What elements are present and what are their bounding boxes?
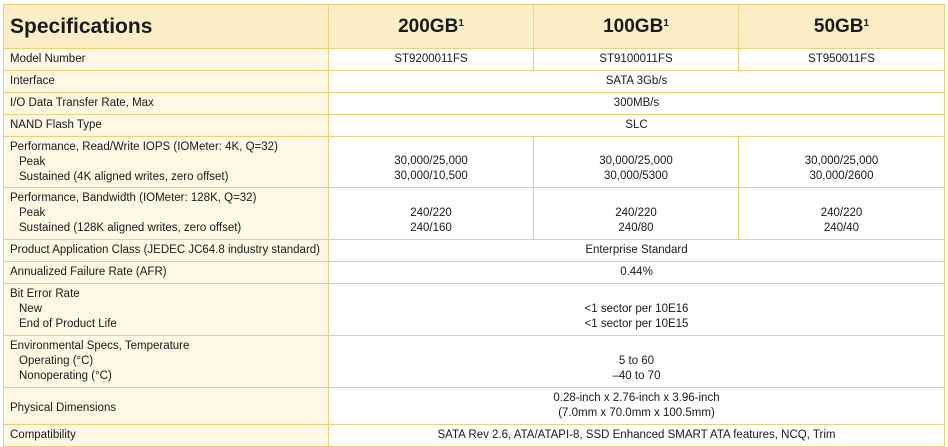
spec-label: Model Number xyxy=(3,48,329,71)
dimensions-mm: (7.0mm x 70.0mm x 100.5mm) xyxy=(558,407,715,419)
row-bit-error-rate: Bit Error Rate New End of Product Life <… xyxy=(3,283,945,336)
model-50gb: ST950011FS xyxy=(738,48,945,71)
bandwidth-200gb: 240/220 240/160 xyxy=(328,187,534,240)
bit-error-rate-values: <1 sector per 10E16 <1 sector per 10E15 xyxy=(328,283,945,336)
iops-peak: 30,000/25,000 xyxy=(394,155,468,167)
spec-label: NAND Flash Type xyxy=(3,114,329,137)
temp-operating: 5 to 60 xyxy=(618,354,655,367)
spec-label: I/O Data Transfer Rate, Max xyxy=(3,92,329,115)
bandwidth-sustained: 240/80 xyxy=(618,221,654,234)
row-model-number: Model Number ST9200011FS ST9100011FS ST9… xyxy=(3,48,945,71)
ber-end-of-life: <1 sector per 10E15 xyxy=(584,317,689,330)
header-row: Specifications 200GB1 100GB1 50GB1 xyxy=(3,4,945,49)
dimensions-inches: 0.28-inch x 2.76-inch x 3.96-inch xyxy=(553,392,720,404)
spec-label: Compatibility xyxy=(3,424,329,447)
spec-sublabel-sustained: Sustained (128K aligned writes, zero off… xyxy=(19,222,242,234)
row-bandwidth: Performance, Bandwidth (IOMeter: 128K, Q… xyxy=(3,187,945,240)
spec-label-group: Performance, Read/Write IOPS (IOMeter: 4… xyxy=(3,136,329,188)
spec-label-group: Environmental Specs, Temperature Operati… xyxy=(3,335,329,388)
bandwidth-sustained: 240/160 xyxy=(410,221,452,234)
footnote-marker: 1 xyxy=(863,18,870,29)
footnote-marker: 1 xyxy=(663,18,669,29)
nand-value: SLC xyxy=(328,114,945,137)
iops-sustained: 30,000/10,500 xyxy=(394,170,468,182)
row-compatibility: Compatibility SATA Rev 2.6, ATA/ATAPI-8,… xyxy=(3,424,945,447)
row-physical-dimensions: Physical Dimensions 0.28-inch x 2.76-inc… xyxy=(3,387,945,425)
iops-sustained: 30,000/2600 xyxy=(809,170,874,182)
interface-value: SATA 3Gb/s xyxy=(328,70,945,93)
bandwidth-50gb: 240/220 240/40 xyxy=(738,187,945,240)
compatibility-value: SATA Rev 2.6, ATA/ATAPI-8, SSD Enhanced … xyxy=(328,424,945,447)
spec-sublabel-peak: Peak xyxy=(19,207,46,219)
spec-label: Environmental Specs, Temperature xyxy=(10,340,190,352)
spec-label: Bit Error Rate xyxy=(10,288,80,300)
spec-label: Performance, Read/Write IOPS (IOMeter: 4… xyxy=(10,140,278,153)
spec-label: Product Application Class (JEDEC JC64.8 … xyxy=(3,239,329,262)
temperature-values: 5 to 60 –40 to 70 xyxy=(328,335,945,388)
spec-label-group: Performance, Bandwidth (IOMeter: 128K, Q… xyxy=(3,187,329,240)
table-title: Specifications xyxy=(3,4,329,49)
spec-sublabel-sustained: Sustained (4K aligned writes, zero offse… xyxy=(19,170,229,183)
temp-nonoperating: –40 to 70 xyxy=(612,369,661,382)
bandwidth-peak: 240/220 xyxy=(410,206,452,219)
row-iops: Performance, Read/Write IOPS (IOMeter: 4… xyxy=(3,136,945,188)
row-nand-type: NAND Flash Type SLC xyxy=(3,114,945,137)
model-100gb: ST9100011FS xyxy=(533,48,739,71)
bandwidth-peak: 240/220 xyxy=(820,206,863,219)
bandwidth-peak: 240/220 xyxy=(615,206,657,219)
iops-50gb: 30,000/25,000 30,000/2600 xyxy=(738,136,945,188)
capacity-100gb-header: 100GB1 xyxy=(533,4,739,49)
row-temperature: Environmental Specs, Temperature Operati… xyxy=(3,335,945,388)
spec-sublabel-nonoperating: Nonoperating (°C) xyxy=(19,370,112,382)
spec-label: Performance, Bandwidth (IOMeter: 128K, Q… xyxy=(10,192,257,204)
spec-sublabel-operating: Operating (°C) xyxy=(19,355,94,367)
ber-new: <1 sector per 10E16 xyxy=(584,302,689,315)
row-io-transfer-rate: I/O Data Transfer Rate, Max 300MB/s xyxy=(3,92,945,115)
spec-sublabel-peak: Peak xyxy=(19,155,46,168)
iops-peak: 30,000/25,000 xyxy=(599,155,673,167)
dimensions-values: 0.28-inch x 2.76-inch x 3.96-inch (7.0mm … xyxy=(328,387,945,425)
spec-sublabel-eol: End of Product Life xyxy=(19,318,117,330)
iops-100gb: 30,000/25,000 30,000/5300 xyxy=(533,136,739,188)
bandwidth-sustained: 240/40 xyxy=(823,221,860,234)
afr-value: 0.44% xyxy=(328,261,945,284)
application-class-value: Enterprise Standard xyxy=(328,239,945,262)
specifications-table: Specifications 200GB1 100GB1 50GB1 Model… xyxy=(3,4,945,447)
row-application-class: Product Application Class (JEDEC JC64.8 … xyxy=(3,239,945,262)
row-afr: Annualized Failure Rate (AFR) 0.44% xyxy=(3,261,945,284)
bandwidth-100gb: 240/220 240/80 xyxy=(533,187,739,240)
spec-label: Physical Dimensions xyxy=(3,387,329,425)
row-interface: Interface SATA 3Gb/s xyxy=(3,70,945,93)
iops-sustained: 30,000/5300 xyxy=(604,170,668,182)
capacity-50gb-header: 50GB1 xyxy=(738,4,945,49)
spec-sublabel-new: New xyxy=(19,303,43,315)
io-rate-value: 300MB/s xyxy=(328,92,945,115)
spec-label: Annualized Failure Rate (AFR) xyxy=(3,261,329,284)
spec-label-group: Bit Error Rate New End of Product Life xyxy=(3,283,329,336)
iops-200gb: 30,000/25,000 30,000/10,500 xyxy=(328,136,534,188)
iops-peak: 30,000/25,000 xyxy=(804,155,879,167)
model-200gb: ST9200011FS xyxy=(328,48,534,71)
spec-label: Interface xyxy=(3,70,329,93)
footnote-marker: 1 xyxy=(458,18,464,29)
capacity-200gb-header: 200GB1 xyxy=(328,4,534,49)
